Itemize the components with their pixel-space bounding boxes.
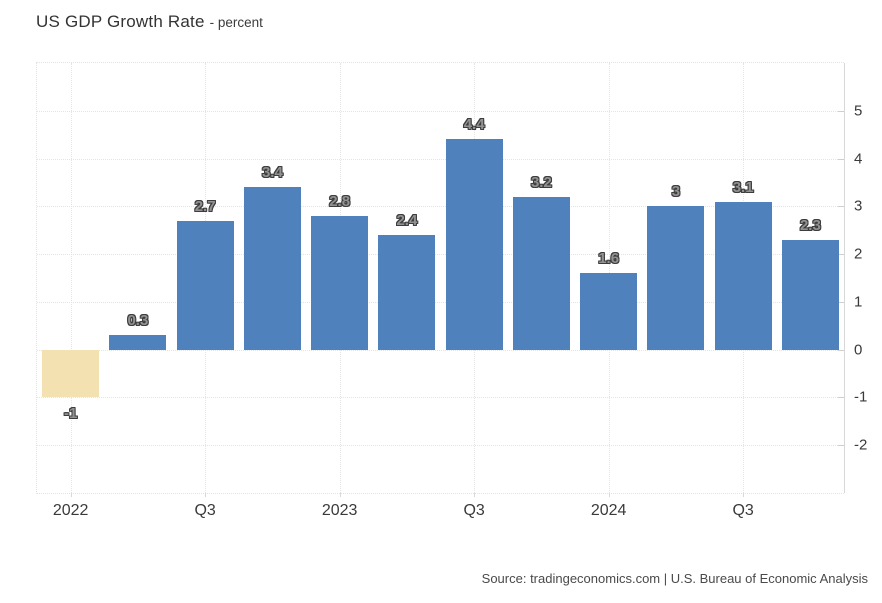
y-grid-line xyxy=(37,206,844,208)
y-tick-label: -2 xyxy=(854,436,868,454)
bar-value-label: 2.4 xyxy=(396,212,418,229)
bar[interactable] xyxy=(580,273,638,350)
y-tick-label: 4 xyxy=(854,150,863,168)
x-tick-label: 2024 xyxy=(590,502,627,519)
y-axis-tick xyxy=(838,206,844,208)
chart-subtitle: - percent xyxy=(209,15,263,30)
bar[interactable] xyxy=(109,335,167,350)
y-tick-label: 1 xyxy=(854,293,863,311)
y-tick-label: 3 xyxy=(854,197,863,215)
bar[interactable] xyxy=(176,220,234,350)
y-axis-tick xyxy=(838,349,844,351)
bar[interactable] xyxy=(512,196,570,350)
bar[interactable] xyxy=(42,349,100,398)
y-tick-label: -1 xyxy=(854,388,868,406)
x-axis-tick xyxy=(743,493,745,497)
y-grid-line xyxy=(37,158,844,160)
bar-value-label: 2.3 xyxy=(799,216,821,234)
y-axis-tick xyxy=(838,158,844,160)
chart-header: US GDP Growth Rate - percent xyxy=(36,12,263,32)
bar-value-label: 3.1 xyxy=(732,178,754,196)
y-grid-line xyxy=(37,110,844,112)
bar[interactable] xyxy=(781,239,839,350)
bar[interactable] xyxy=(647,206,705,350)
y-axis-tick xyxy=(838,301,844,303)
bar[interactable] xyxy=(378,235,436,350)
bar-value-label: 3 xyxy=(671,183,681,201)
bar-value-label: 1.6 xyxy=(598,250,620,268)
y-grid-line xyxy=(37,254,844,256)
y-grid-line xyxy=(37,349,844,351)
bar-value-label: 2.7 xyxy=(194,197,216,215)
y-axis-tick xyxy=(838,445,844,447)
x-tick-label: 2023 xyxy=(321,502,358,519)
y-tick-label: 0 xyxy=(854,341,863,359)
x-axis-tick xyxy=(205,493,207,497)
y-grid-line xyxy=(37,445,844,447)
bar[interactable] xyxy=(243,187,301,350)
y-tick-label: 2 xyxy=(854,245,863,263)
bar[interactable] xyxy=(311,215,369,350)
y-axis-tick xyxy=(838,397,844,399)
bar-value-label: 0.3 xyxy=(127,312,149,330)
x-tick-label: Q3 xyxy=(463,502,485,519)
x-tick-label: Q3 xyxy=(732,502,754,519)
bar-value-label: 2.8 xyxy=(329,192,351,210)
y-axis-tick xyxy=(838,110,844,112)
bar-value-label: 3.4 xyxy=(261,164,283,182)
x-axis-tick xyxy=(474,493,476,497)
x-tick-label: 2022 xyxy=(52,502,89,519)
y-grid-line xyxy=(37,397,844,399)
bar-value-label: -1 xyxy=(63,405,78,423)
x-axis-tick xyxy=(608,493,610,497)
chart-title: US GDP Growth Rate xyxy=(36,12,205,31)
bar[interactable] xyxy=(445,139,503,350)
x-axis-tick xyxy=(70,493,72,497)
bar[interactable] xyxy=(714,201,772,350)
x-grid-line xyxy=(70,63,72,493)
source-credit: Source: tradingeconomics.com | U.S. Bure… xyxy=(481,571,868,586)
y-tick-label: 5 xyxy=(854,102,863,120)
x-axis-tick xyxy=(339,493,341,497)
x-tick-label: Q3 xyxy=(194,502,216,519)
bar-value-label: 4.4 xyxy=(463,116,485,134)
bar-value-label: 3.2 xyxy=(530,173,552,191)
y-grid-line xyxy=(37,301,844,303)
y-axis-tick xyxy=(838,254,844,256)
y-axis-line xyxy=(844,63,845,493)
plot-area: 5 4 3 2 1 0 -1 -2 2022 Q3 2023 Q3 2024 Q3 -1 0.3 2.7 3.4 2… xyxy=(36,62,867,519)
